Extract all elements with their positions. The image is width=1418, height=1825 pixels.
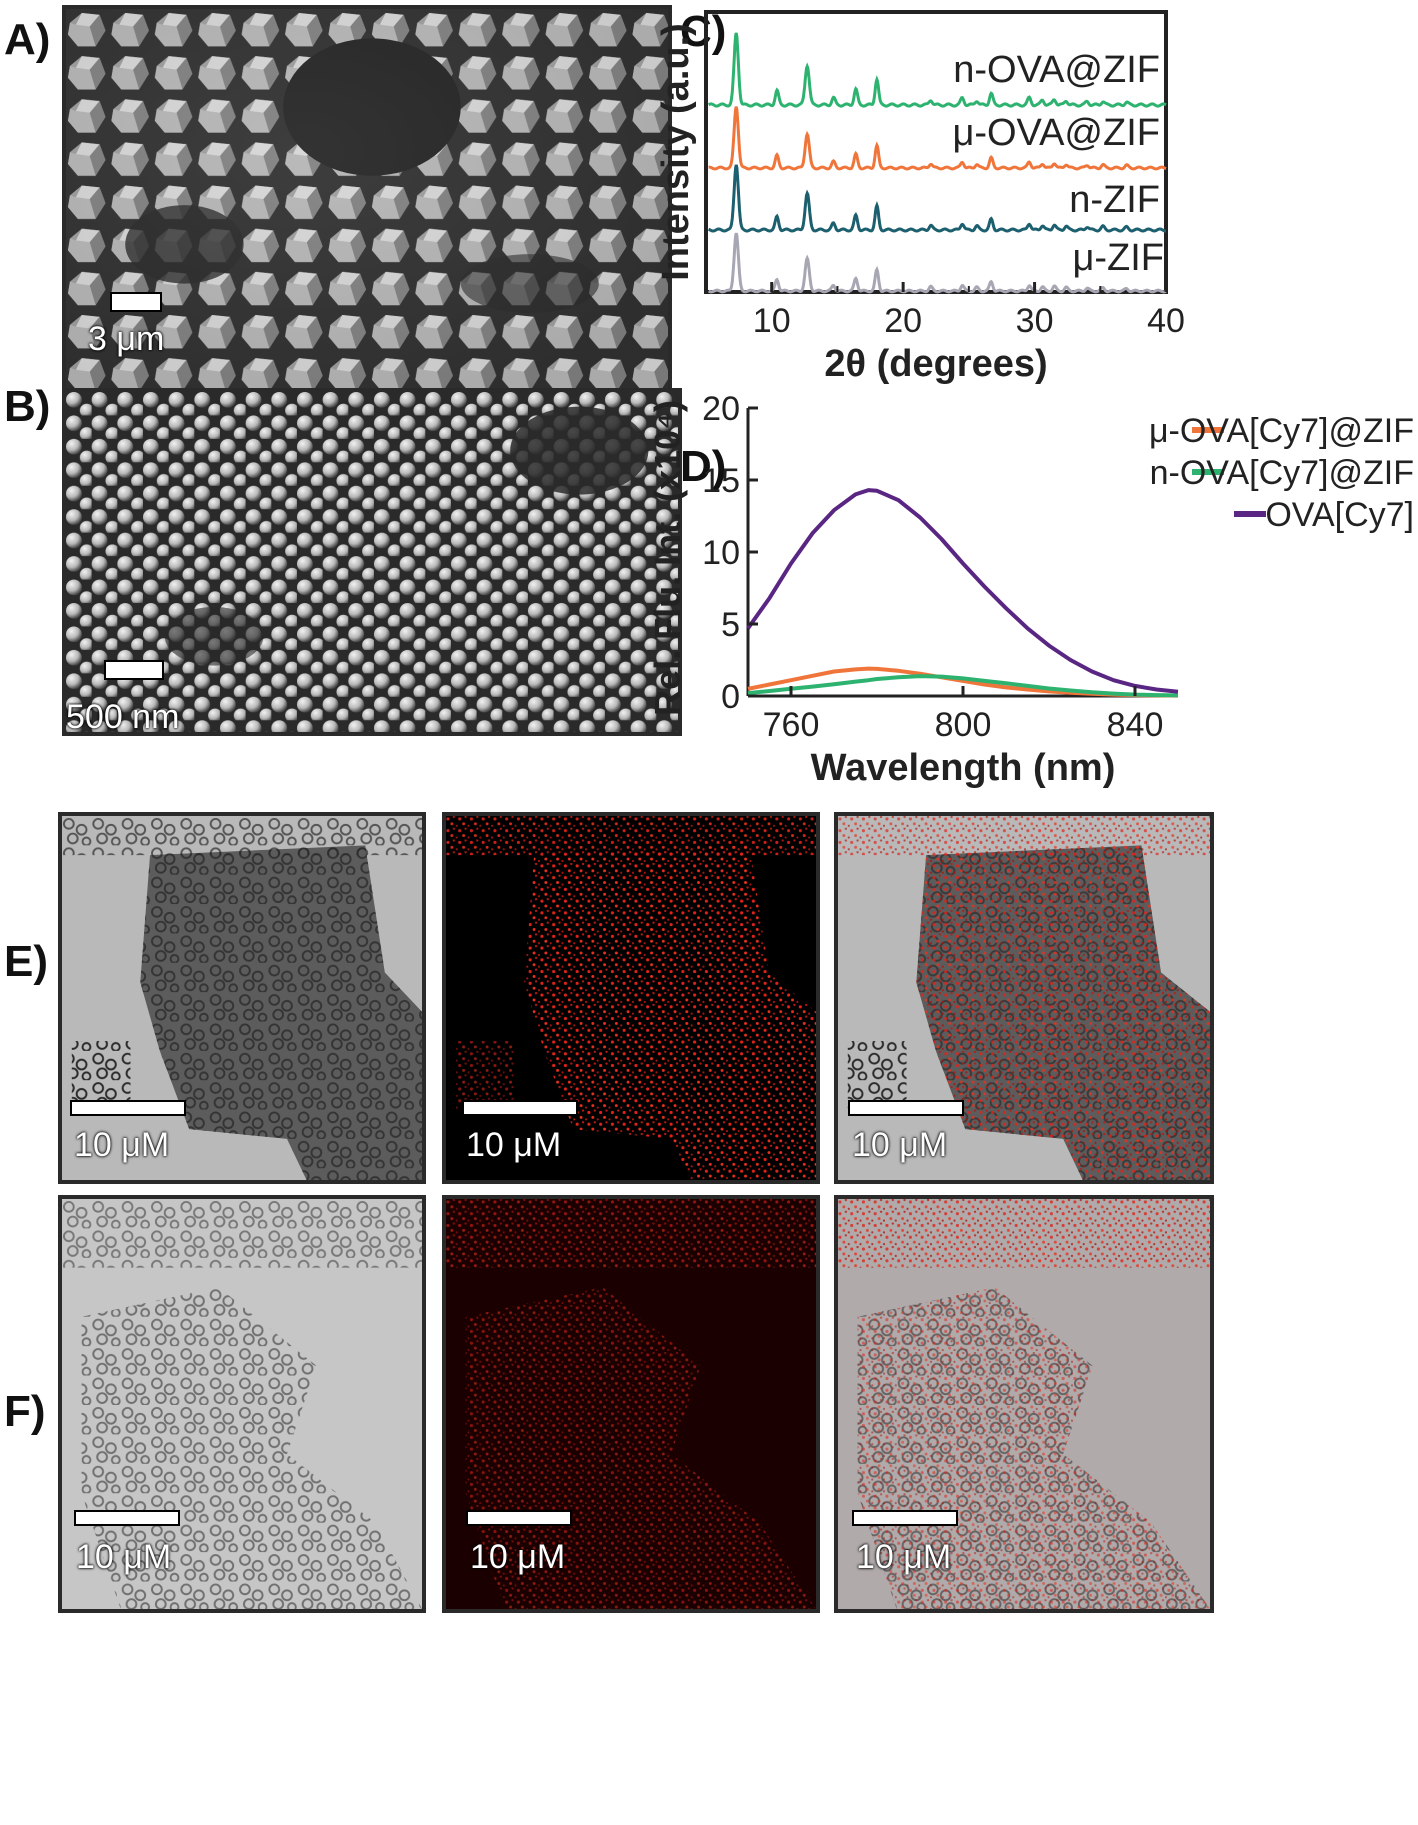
flu-x-axis-label: Wavelength (nm): [811, 747, 1116, 789]
merged-image-f: [834, 1195, 1214, 1613]
xrd-series-label-2: n-ZIF: [1069, 179, 1160, 221]
flu-y-axis-label: Rel. Flu. Int. (x10⁴): [647, 400, 688, 716]
flu-y-tick-label-10: 10: [702, 534, 740, 572]
sem-image-nano-graphic: [66, 392, 678, 732]
panel-letter-c: C): [680, 7, 727, 56]
sem-image-micro: [62, 5, 672, 417]
panel-letter-e: E): [4, 937, 48, 986]
flu-x-tick-label-840: 840: [1107, 706, 1164, 744]
scale-label-e1: 10 μM: [74, 1126, 170, 1164]
scale-bar-e3: [848, 1100, 964, 1116]
xrd-series-3: [708, 232, 1167, 294]
xrd-series-label-1: μ-OVA@ZIF: [952, 112, 1160, 154]
flu-legend-label-1: n-OVA[Cy7]@ZIF: [1150, 454, 1414, 492]
sem-image-micro-graphic: [66, 9, 668, 413]
flu-series-1: [747, 674, 1179, 698]
flu-y-tick-label-20: 20: [702, 390, 740, 428]
scale-label-e3: 10 μM: [852, 1126, 948, 1164]
brightfield-image-e: [58, 812, 426, 1184]
panel-letter-d: D): [680, 442, 727, 491]
scale-label-f1: 10 μM: [76, 1538, 172, 1576]
scale-label-f3: 10 μM: [856, 1538, 952, 1576]
scale-bar-b: [104, 660, 164, 680]
scale-label-a: 3 μm: [88, 320, 165, 358]
xrd-series-0: [708, 32, 1167, 108]
panel-letter-f: F): [4, 1387, 46, 1436]
xrd-y-axis-label: Intensity (a.u.): [655, 23, 697, 281]
panel-letter-b: B): [4, 382, 51, 431]
xrd-series-1: [708, 106, 1167, 171]
scale-label-e2: 10 μM: [466, 1126, 562, 1164]
xrd-series-label-3: μ-ZIF: [1072, 237, 1164, 279]
xrd-series-2: [708, 164, 1166, 233]
flu-legend-label-0: μ-OVA[Cy7]@ZIF: [1149, 412, 1414, 450]
panel-letter-a: A): [4, 15, 51, 64]
brightfield-image-f: [58, 1195, 426, 1613]
fluorescence-image-f: [442, 1195, 820, 1613]
scale-bar-e2: [462, 1100, 578, 1116]
flu-y-tick-label-15: 15: [702, 462, 740, 500]
flu-series-2: [746, 488, 1179, 694]
scale-bar-f2: [466, 1510, 572, 1526]
xrd-x-axis-label: 2θ (degrees): [824, 343, 1047, 385]
xrd-x-tick-label-10: 10: [753, 302, 791, 340]
scale-bar-e1: [70, 1100, 186, 1116]
xrd-x-tick-label-40: 40: [1147, 302, 1185, 340]
fluorescence-image-e: [442, 812, 820, 1184]
flu-x-tick-label-760: 760: [763, 706, 820, 744]
scale-bar-a: [110, 292, 162, 312]
sem-image-nano: [62, 388, 682, 736]
scale-bar-f1: [74, 1510, 180, 1526]
flu-y-tick-label-0: 0: [721, 678, 740, 716]
scale-label-b: 500 nm: [66, 698, 180, 736]
xrd-chart: n-OVA@ZIF μ-OVA@ZIF n-ZIF μ-ZIF 10 20 30 40 2θ (…: [655, 10, 1185, 385]
xrd-x-tick-label-20: 20: [884, 302, 922, 340]
flu-y-tick-label-5: 5: [721, 606, 740, 644]
scale-label-f2: 10 μM: [470, 1538, 566, 1576]
merged-image-e: [834, 812, 1214, 1184]
flu-legend-label-2: OVA[Cy7]: [1265, 496, 1414, 534]
scale-bar-f3: [852, 1510, 958, 1526]
xrd-series-label-0: n-OVA@ZIF: [953, 49, 1160, 91]
flu-x-tick-label-800: 800: [935, 706, 992, 744]
xrd-x-tick-label-30: 30: [1016, 302, 1054, 340]
